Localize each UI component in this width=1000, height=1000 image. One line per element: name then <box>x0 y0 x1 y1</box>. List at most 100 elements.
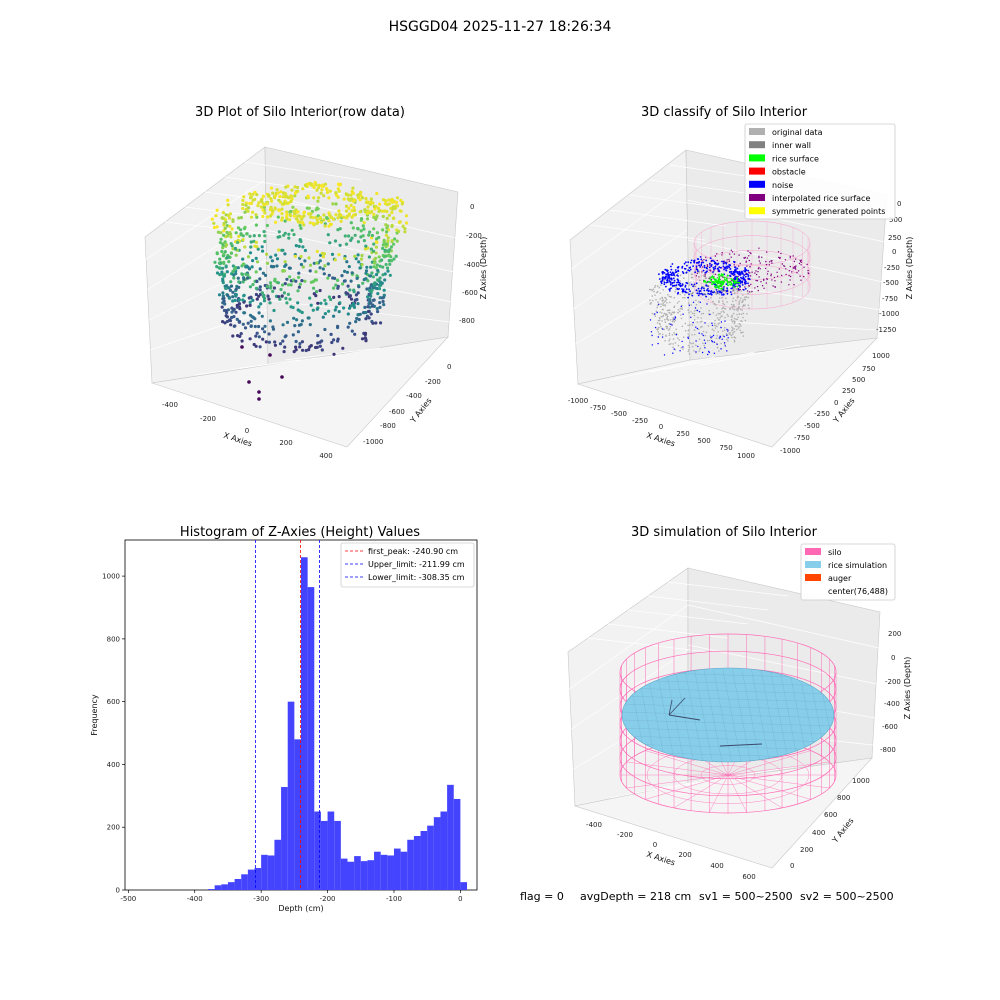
raw-point <box>261 208 265 212</box>
raw-point <box>295 318 299 322</box>
raw-point <box>220 216 224 220</box>
noise-point <box>708 350 710 353</box>
raw-point <box>294 345 298 349</box>
rice-surface-point <box>729 283 732 286</box>
original-point <box>666 316 668 319</box>
raw-point <box>286 283 291 287</box>
inner-wall-point <box>724 289 727 292</box>
raw-point <box>268 353 272 357</box>
raw-point <box>248 337 252 341</box>
raw-point <box>237 234 241 238</box>
cls-x-tick: -500 <box>611 410 627 418</box>
inner-wall-point <box>705 294 707 296</box>
noise-point <box>692 265 694 267</box>
raw-point <box>223 321 227 325</box>
inner-wall-point <box>728 281 730 283</box>
raw-point <box>223 302 227 306</box>
original-point <box>731 321 734 323</box>
raw-point <box>255 215 259 219</box>
raw-point <box>342 306 346 310</box>
original-point <box>661 300 663 302</box>
original-point <box>690 304 693 306</box>
interpolated-point <box>710 270 712 272</box>
raw-point <box>356 240 360 244</box>
raw-point <box>283 252 287 256</box>
raw-point <box>249 245 253 249</box>
raw-point <box>359 257 364 261</box>
original-point <box>733 341 736 343</box>
raw-point <box>387 202 391 206</box>
noise-point <box>698 260 701 263</box>
grid-line <box>667 581 789 597</box>
original-point <box>727 329 730 331</box>
raw-point <box>257 390 261 394</box>
raw-point <box>332 314 336 318</box>
rice-surface-point <box>717 273 720 276</box>
histogram-bar <box>221 884 228 890</box>
original-point <box>738 313 741 316</box>
interpolated-point <box>757 289 759 292</box>
raw-point <box>362 239 366 243</box>
original-point <box>721 315 723 318</box>
rice-mesh-line <box>622 703 834 711</box>
raw-point <box>221 291 225 295</box>
noise-point <box>729 291 732 293</box>
raw-point <box>364 197 368 201</box>
original-point <box>684 330 687 332</box>
noise-point <box>669 281 672 284</box>
rice-surface-point <box>722 273 725 276</box>
noise-point <box>726 290 728 293</box>
raw-point <box>285 217 289 221</box>
raw-point <box>212 221 216 225</box>
original-point <box>740 320 742 322</box>
noise-point <box>681 290 684 293</box>
inner-wall-point <box>697 290 699 292</box>
legend-swatch <box>749 207 765 215</box>
noise-point <box>725 283 728 285</box>
rice-surface-point <box>726 279 728 282</box>
noise-point <box>744 267 746 269</box>
raw-point <box>282 269 287 273</box>
legend-swatch <box>749 180 765 188</box>
raw-point <box>368 289 372 293</box>
raw-z-tick: -600 <box>462 289 478 297</box>
original-point <box>739 308 742 311</box>
raw-point <box>375 307 379 311</box>
raw-point <box>303 259 307 263</box>
rice-surface-point <box>719 280 721 283</box>
original-point <box>687 309 689 311</box>
noise-point <box>701 333 703 335</box>
raw-point <box>364 244 368 248</box>
raw-point <box>294 279 298 283</box>
noise-point <box>685 261 687 263</box>
raw-point <box>237 216 241 220</box>
raw-point <box>338 301 342 305</box>
noise-point <box>662 276 664 279</box>
raw-point <box>321 267 325 271</box>
noise-point <box>663 354 666 356</box>
noise-point <box>695 268 698 270</box>
raw-point <box>365 287 369 291</box>
original-point <box>687 333 689 335</box>
raw-point <box>288 210 292 214</box>
noise-point <box>743 274 745 276</box>
noise-point <box>657 342 659 345</box>
raw-point <box>390 200 395 204</box>
classify-3d-y-ticks: 1000 750 500 250 0 -250 -500 -750 -1000 <box>780 352 890 455</box>
raw-point <box>277 208 282 213</box>
original-point <box>726 313 729 316</box>
interpolated-point <box>764 267 767 270</box>
original-point <box>688 311 690 314</box>
auger-line <box>719 743 763 747</box>
raw-point <box>344 192 348 196</box>
grid-line <box>204 191 324 209</box>
original-point <box>662 289 664 291</box>
rice-mesh-line <box>622 727 834 735</box>
interpolated-point <box>758 260 761 262</box>
original-point <box>678 300 680 303</box>
raw-point <box>357 317 361 322</box>
raw-point <box>350 304 354 308</box>
noise-point <box>677 283 680 286</box>
raw-point <box>383 248 387 252</box>
original-point <box>702 330 705 333</box>
